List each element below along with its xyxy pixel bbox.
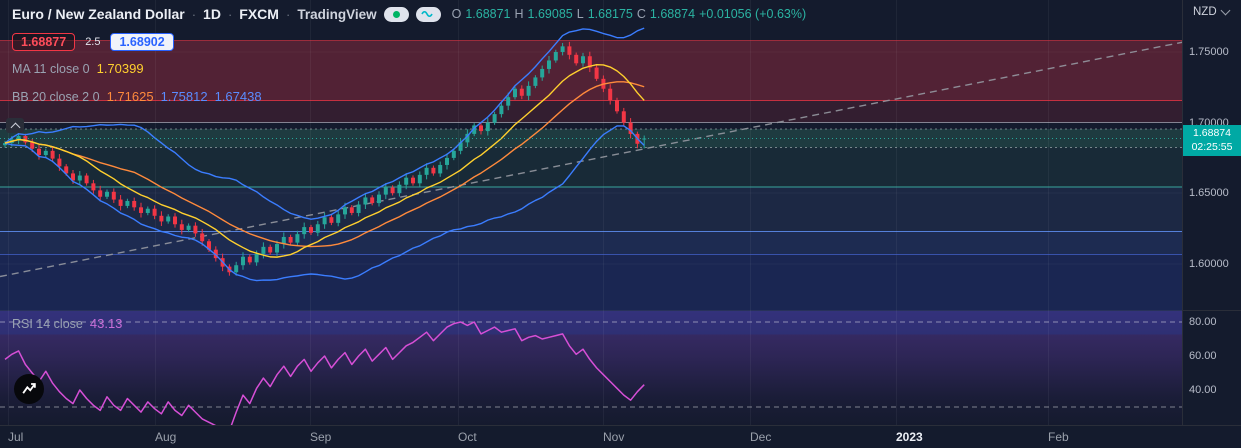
axis-tick: 1.60000	[1189, 257, 1229, 270]
bb-label: BB 20 close 2 0	[12, 89, 100, 104]
rsi-pane[interactable]	[0, 310, 1183, 426]
separator: ·	[285, 6, 291, 22]
exchange-label: FXCM	[239, 6, 279, 22]
bb-indicator-legend[interactable]: BB 20 close 2 0 1.71625 1.75812 1.67438	[12, 89, 262, 104]
last-price-box: 1.68874 02:25:55	[1183, 125, 1241, 156]
axis-tick: 1.65000	[1189, 187, 1229, 200]
open-value: 1.68871	[465, 7, 511, 21]
tradingview-brand-link[interactable]: TradingView	[297, 6, 377, 22]
price-axis[interactable]: NZD 1.68874 02:25:55 1.75000 1.70000 1.650…	[1182, 0, 1241, 448]
time-tick: Jul	[8, 430, 24, 444]
low-label: L	[576, 7, 584, 21]
separator: ·	[191, 6, 197, 22]
spread-value: 2.5	[85, 36, 101, 48]
wave-icon	[421, 10, 433, 18]
interval-label[interactable]: 1D	[203, 6, 221, 22]
time-tick: Oct	[458, 430, 477, 444]
tradingview-logo-icon	[22, 383, 36, 394]
rsi-indicator-legend[interactable]: RSI 14 close 43.13	[12, 316, 122, 331]
symbol-title[interactable]: Euro / New Zealand Dollar	[12, 6, 185, 22]
axis-tick: 60.00	[1189, 350, 1217, 362]
ohlc-readout: O 1.68871 H 1.69085 L 1.68175 C 1.68874 …	[452, 7, 807, 21]
axis-tick: 80.00	[1189, 316, 1217, 328]
pane-collapse-button[interactable]	[6, 118, 24, 133]
time-tick: Nov	[603, 430, 625, 444]
trade-panel: 1.68877 2.5 1.68902	[12, 33, 174, 51]
data-wave-icon[interactable]	[415, 6, 441, 22]
ma-label: MA 11 close 0	[12, 61, 90, 76]
rsi-value: 43.13	[89, 316, 123, 331]
ma-indicator-legend[interactable]: MA 11 close 0 1.70399	[12, 61, 144, 76]
buy-button[interactable]: 1.68902	[110, 33, 174, 51]
time-tick: Aug	[155, 430, 177, 444]
bb-lower-value: 1.67438	[214, 89, 262, 104]
bb-upper-value: 1.75812	[160, 89, 208, 104]
axis-tick: 40.00	[1189, 384, 1217, 396]
currency-label: NZD	[1193, 6, 1217, 18]
close-label: C	[636, 7, 646, 21]
currency-selector[interactable]: NZD	[1193, 5, 1231, 18]
rsi-label: RSI 14 close	[12, 316, 83, 331]
sell-button[interactable]: 1.68877	[12, 33, 76, 51]
green-dot-icon	[392, 10, 400, 18]
time-tick: 2023	[896, 430, 923, 444]
time-tick: Feb	[1048, 430, 1069, 444]
high-label: H	[514, 7, 524, 21]
bb-basis-value: 1.71625	[106, 89, 154, 104]
axis-tick: 1.75000	[1189, 46, 1229, 58]
open-label: O	[451, 7, 462, 21]
close-value: 1.68874	[649, 7, 696, 21]
chart-legend-header: Euro / New Zealand Dollar · 1D · FXCM · …	[12, 6, 806, 22]
time-tick: Sep	[310, 430, 332, 444]
last-price-value: 1.68874	[1193, 127, 1231, 140]
ma-value: 1.70399	[96, 61, 144, 76]
separator: ·	[227, 6, 233, 22]
high-value: 1.69085	[527, 7, 573, 21]
time-axis[interactable]: Jul Aug Sep Oct Nov Dec 2023 Feb	[0, 425, 1183, 448]
tradingview-logo[interactable]	[14, 374, 44, 404]
countdown-timer: 02:25:55	[1191, 140, 1233, 153]
low-value: 1.68175	[587, 7, 633, 21]
pane-divider	[1183, 310, 1241, 311]
time-tick: Dec	[750, 430, 772, 444]
market-status-icon[interactable]	[383, 6, 409, 22]
main-chart-pane[interactable]	[0, 0, 1183, 310]
change-value: +0.01056 (+0.63%)	[699, 7, 807, 21]
chevron-down-icon	[1220, 5, 1231, 16]
axis-divider	[1183, 425, 1241, 426]
chevron-up-icon	[10, 122, 20, 132]
